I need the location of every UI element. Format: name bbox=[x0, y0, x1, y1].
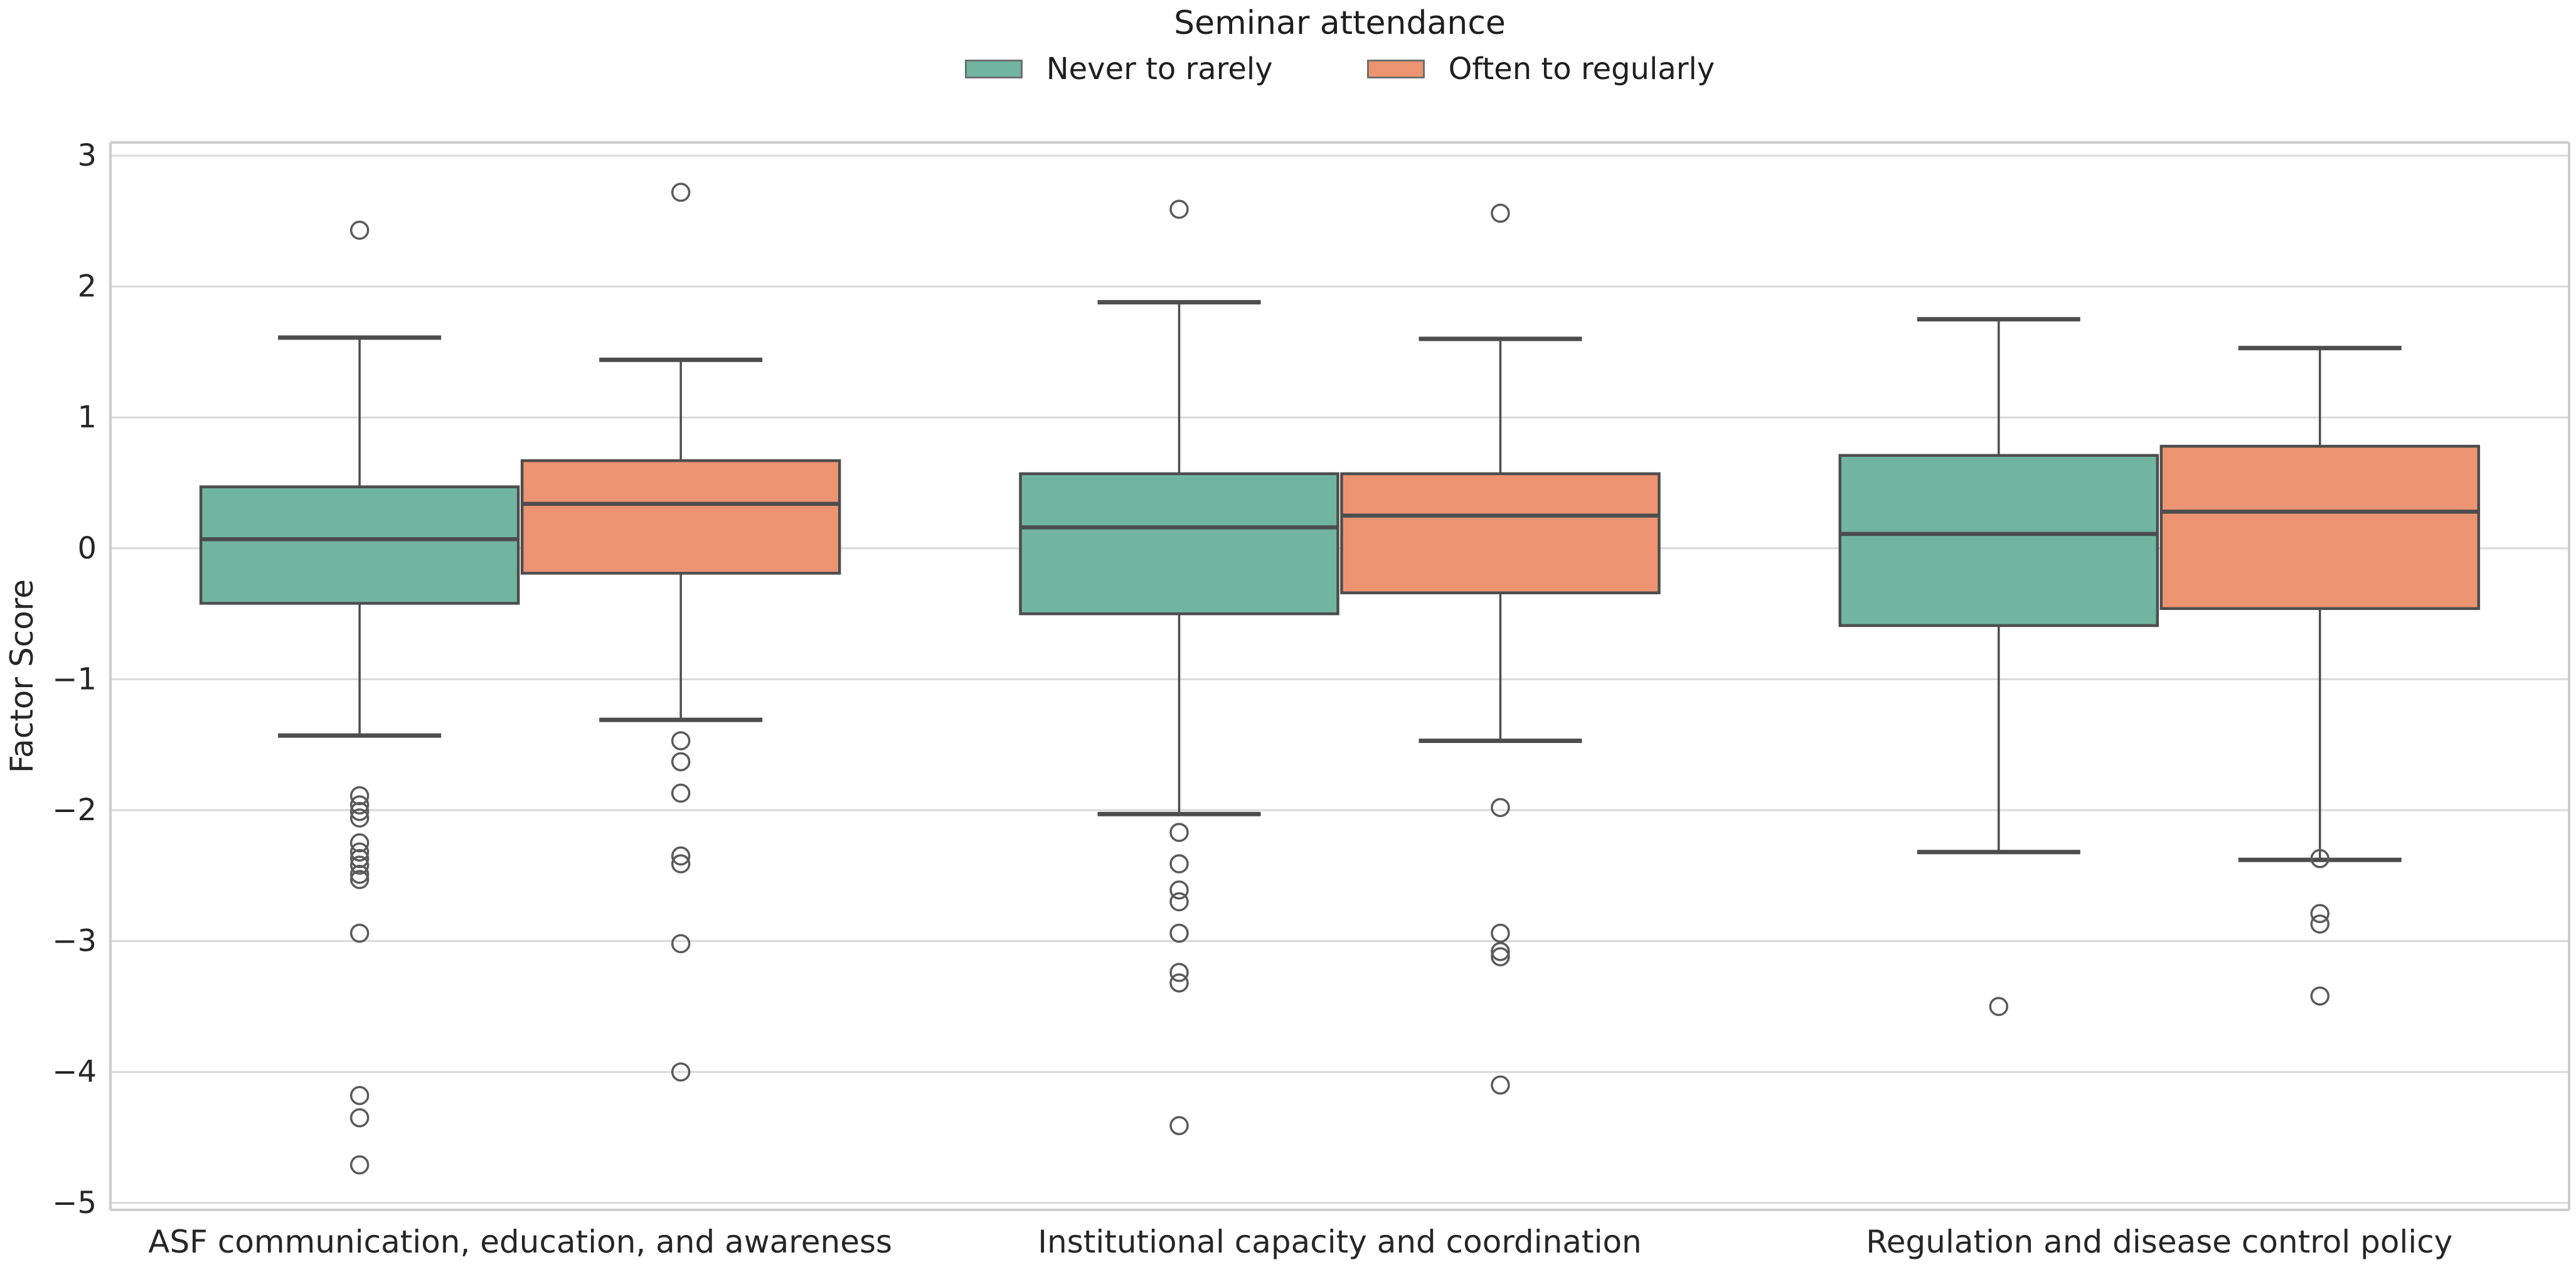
outlier-point bbox=[349, 808, 370, 828]
legend: Never to rarely Often to regularly bbox=[964, 51, 1715, 87]
outlier-point bbox=[671, 854, 691, 874]
outlier-point bbox=[671, 183, 691, 202]
outlier-point bbox=[1169, 823, 1189, 842]
y-tick-label: 2 bbox=[77, 269, 97, 304]
outlier-point bbox=[1491, 798, 1510, 818]
legend-swatch-icon bbox=[964, 60, 1023, 78]
outlier-point bbox=[349, 864, 370, 884]
box-never-to-rarely bbox=[1838, 454, 2159, 628]
outlier-point bbox=[2310, 904, 2330, 924]
box-never-to-rarely bbox=[199, 485, 520, 605]
box-often-to-regularly bbox=[1340, 472, 1661, 594]
outlier-point bbox=[671, 752, 691, 772]
outlier-point bbox=[671, 846, 691, 866]
outlier-point bbox=[2310, 986, 2330, 1006]
outlier-point bbox=[671, 731, 691, 751]
outlier-point bbox=[1169, 1116, 1189, 1135]
box-often-to-regularly bbox=[2159, 444, 2481, 611]
x-category-label: ASF communication, education, and awaren… bbox=[148, 1224, 892, 1260]
x-category-label: Institutional capacity and coordination bbox=[1038, 1224, 1642, 1260]
outlier-point bbox=[349, 1108, 370, 1128]
y-tick-label: −2 bbox=[52, 793, 97, 828]
outlier-point bbox=[2310, 914, 2330, 934]
outlier-point bbox=[349, 848, 370, 869]
outlier-point bbox=[671, 934, 691, 954]
legend-item-0: Never to rarely bbox=[964, 51, 1273, 87]
outlier-point bbox=[1491, 203, 1510, 223]
y-tick-label: −1 bbox=[52, 661, 97, 697]
outlier-point bbox=[1491, 942, 1510, 961]
legend-title: Seminar attendance bbox=[1174, 4, 1506, 42]
legend-item-1: Often to regularly bbox=[1366, 51, 1715, 87]
y-tick-label: 1 bbox=[77, 400, 97, 435]
outlier-point bbox=[1169, 854, 1189, 874]
y-tick-label: −4 bbox=[52, 1054, 97, 1089]
outlier-point bbox=[349, 795, 370, 815]
outlier-point bbox=[671, 783, 691, 803]
y-axis-label: Factor Score bbox=[4, 579, 40, 773]
outlier-point bbox=[349, 801, 370, 821]
x-category-label: Regulation and disease control policy bbox=[1866, 1224, 2452, 1260]
outlier-point bbox=[349, 1086, 370, 1105]
outlier-point bbox=[1169, 963, 1189, 982]
y-tick-label: −5 bbox=[52, 1185, 97, 1221]
outlier-point bbox=[349, 842, 370, 862]
outlier-point bbox=[1491, 947, 1510, 966]
legend-label: Often to regularly bbox=[1448, 51, 1715, 87]
outlier-point bbox=[349, 870, 370, 889]
outlier-point bbox=[1491, 1075, 1510, 1095]
legend-swatch-icon bbox=[1366, 60, 1425, 78]
box-never-to-rarely bbox=[1019, 472, 1339, 616]
outlier-point bbox=[671, 1062, 691, 1082]
outlier-point bbox=[2310, 848, 2330, 869]
outlier-point bbox=[349, 220, 370, 240]
outlier-point bbox=[1169, 892, 1189, 912]
outlier-point bbox=[1491, 923, 1510, 943]
outlier-point bbox=[1169, 880, 1189, 900]
y-tick-label: 3 bbox=[77, 138, 97, 173]
box-often-to-regularly bbox=[520, 459, 841, 575]
outlier-point bbox=[349, 1155, 370, 1175]
outlier-point bbox=[1169, 923, 1189, 943]
outlier-point bbox=[349, 923, 370, 943]
legend-label: Never to rarely bbox=[1046, 51, 1273, 87]
y-tick-label: 0 bbox=[77, 531, 97, 566]
outlier-point bbox=[1169, 973, 1189, 993]
outlier-point bbox=[1989, 997, 2009, 1017]
outlier-point bbox=[349, 833, 370, 853]
outlier-point bbox=[349, 786, 370, 806]
y-tick-label: −3 bbox=[52, 924, 97, 959]
outlier-point bbox=[1169, 200, 1189, 219]
outlier-point bbox=[349, 855, 370, 875]
chart-header: Seminar attendance Never to rarely Often … bbox=[110, 4, 2569, 87]
